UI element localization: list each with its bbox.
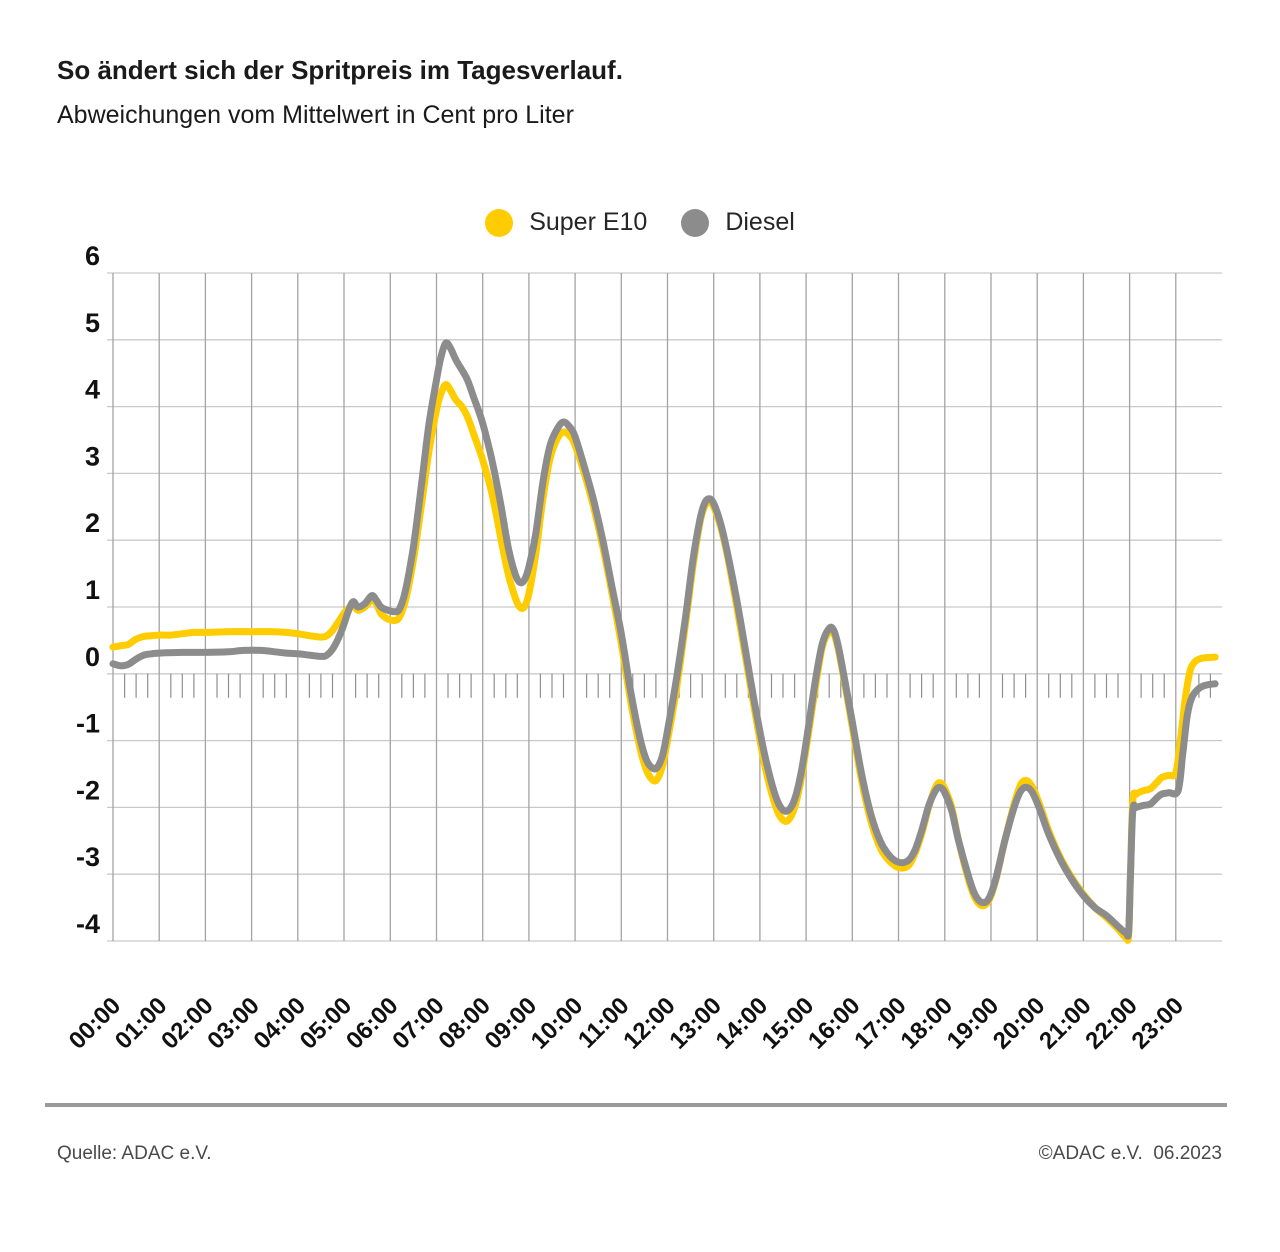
copyright-note: ©ADAC e.V. 06.2023 [1038, 1143, 1222, 1164]
x-tick-label: 18:00 [896, 992, 959, 1055]
horizontal-gridlines [107, 272, 1222, 942]
x-tick-label: 03:00 [202, 992, 265, 1055]
legend-item-super-e10: Super E10 [485, 208, 647, 237]
y-tick-label: 2 [85, 508, 100, 538]
x-tick-label: 08:00 [433, 992, 496, 1055]
legend-color-dot-diesel [681, 208, 710, 237]
y-tick-label: 1 [85, 575, 100, 605]
chart-title: So ändert sich der Spritpreis im Tagesve… [57, 55, 623, 85]
x-tick-label: 10:00 [526, 992, 589, 1055]
chart-legend: Super E10 Diesel [0, 208, 1280, 237]
x-tick-label: 01:00 [110, 992, 173, 1055]
x-tick-label: 16:00 [803, 992, 866, 1055]
y-tick-label: 0 [85, 642, 100, 672]
x-axis-labels: 00:0001:0002:0003:0004:0005:0006:0007:00… [64, 992, 1189, 1055]
x-tick-label: 02:00 [156, 992, 219, 1055]
x-tick-label: 05:00 [295, 992, 358, 1055]
y-tick-label: -1 [76, 709, 100, 739]
chart-subtitle: Abweichungen vom Mittelwert in Cent pro … [57, 101, 574, 129]
y-tick-label: 4 [85, 375, 100, 405]
series-line-diesel [109, 339, 1219, 940]
y-tick-label: 5 [85, 308, 100, 338]
x-tick-label: 07:00 [387, 992, 450, 1055]
vertical-gridlines [112, 273, 1177, 941]
legend-label-diesel: Diesel [725, 208, 795, 236]
legend-label-super-e10: Super E10 [529, 208, 648, 236]
x-tick-label: 20:00 [988, 992, 1051, 1055]
footer-divider [45, 1103, 1227, 1107]
x-tick-label: 17:00 [849, 992, 912, 1055]
y-tick-label: 3 [85, 441, 100, 471]
x-tick-label: 21:00 [1034, 992, 1097, 1055]
source-note: Quelle: ADAC e.V. [57, 1143, 212, 1164]
x-tick-label: 06:00 [341, 992, 404, 1055]
series-line-super-e10 [109, 381, 1219, 944]
y-tick-label: 6 [85, 241, 100, 271]
x-tick-label: 00:00 [64, 992, 127, 1055]
x-tick-label: 23:00 [1127, 992, 1190, 1055]
y-axis-labels: 6 5 4 3 2 1 0 -1 -2 -3 -4 [76, 241, 100, 939]
x-tick-label: 19:00 [942, 992, 1005, 1055]
legend-color-dot-super-e10 [485, 208, 514, 237]
y-tick-label: -2 [76, 775, 100, 805]
x-tick-label: 09:00 [480, 992, 543, 1055]
legend-item-diesel: Diesel [681, 208, 795, 237]
x-tick-label: 04:00 [249, 992, 312, 1055]
line-chart-canvas: 6 5 4 3 2 1 0 -1 -2 -3 -4 00:0001:0002:0003:0004:00… [64, 241, 1222, 1055]
x-tick-label: 13:00 [664, 992, 727, 1055]
x-tick-label: 15:00 [757, 992, 820, 1055]
minor-ticks [123, 673, 1212, 698]
y-tick-label: -3 [76, 842, 100, 872]
x-tick-label: 12:00 [618, 992, 681, 1055]
x-tick-label: 22:00 [1080, 992, 1143, 1055]
x-tick-label: 11:00 [573, 992, 635, 1054]
x-tick-label: 14:00 [711, 992, 774, 1055]
y-tick-label: -4 [76, 909, 100, 939]
